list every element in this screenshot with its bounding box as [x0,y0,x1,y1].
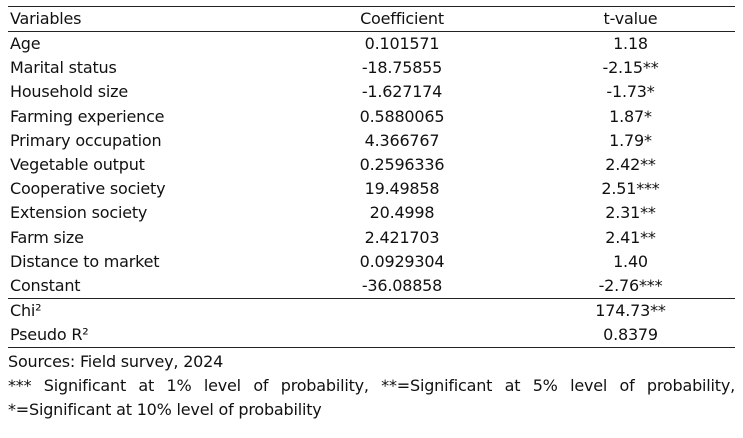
t-value: 1.18 [613,34,648,54]
variable-name: Distance to market [10,251,160,271]
table-row: Marital status -18.75855 -2.15** [8,56,735,80]
t-value: -1.73* [606,82,655,102]
t-value: 1.87* [609,106,652,126]
stat-value: 174.73** [595,301,666,321]
coefficient-value: -18.75855 [361,58,443,78]
stat-row-chi-square: Chi² 174.73** [8,299,735,324]
t-value: 1.40 [613,251,648,271]
coefficient-value: 20.4998 [369,203,435,223]
coefficient-value: 0.0929304 [359,251,445,271]
variable-name: Farming experience [10,106,165,126]
coefficient-value: -36.08858 [278,273,526,300]
variable-name: Extension society [10,203,148,223]
t-value: 2.42** [605,155,656,175]
stat-row-pseudo-r2: Pseudo R² 0.8379 [8,323,735,349]
variable-name: Household size [10,82,128,102]
table-row: Constant -36.08858 -2.76*** [8,273,735,300]
table-row: Vegetable output 0.2596336 2.42** [8,153,735,177]
table-row: Household size -1.627174 -1.73* [8,80,735,104]
coefficient-value: 0.101571 [364,34,440,54]
stat-label: Chi² [10,301,42,321]
t-value: -2.15** [602,58,659,78]
t-value: 1.79* [609,130,652,150]
t-value: 2.41** [605,227,656,247]
table-notes: Sources: Field survey, 2024 *** Signific… [8,350,735,422]
header-variables: Variables [8,6,278,32]
variable-name: Primary occupation [10,130,162,150]
coefficient-value: 4.366767 [364,130,440,150]
significance-note-line1: *** Significant at 1% level of probabili… [8,376,735,396]
variable-name: Cooperative society [10,179,166,199]
coefficient-value: 0.2596336 [359,155,445,175]
variable-name: Farm size [10,227,84,247]
results-table: Variables Coefficient t-value Age 0.1015… [8,6,735,349]
table-row: Distance to market 0.0929304 1.40 [8,250,735,274]
variable-name: Constant [8,273,278,300]
stat-label: Pseudo R² [8,323,278,349]
coefficient-value: 2.421703 [364,227,440,247]
variable-name: Age [10,34,41,54]
table-row: Extension society 20.4998 2.31** [8,201,735,225]
source-note: Sources: Field survey, 2024 [8,352,224,372]
stat-empty-cell [278,299,526,324]
coefficient-value: -1.627174 [361,82,443,102]
t-value: -2.76*** [526,273,735,300]
t-value: 2.51*** [601,179,660,199]
variable-name: Vegetable output [10,155,145,175]
coefficient-value: 0.5880065 [359,106,445,126]
table-header-row: Variables Coefficient t-value [8,6,735,32]
table-row: Age 0.101571 1.18 [8,32,735,57]
stat-value: 0.8379 [526,323,735,349]
table-row: Primary occupation 4.366767 1.79* [8,129,735,153]
header-t-value: t-value [526,6,735,32]
regression-results: Variables Coefficient t-value Age 0.1015… [8,6,735,422]
header-coefficient: Coefficient [278,6,526,32]
t-value: 2.31** [605,203,656,223]
table-row: Farm size 2.421703 2.41** [8,226,735,250]
table-row: Farming experience 0.5880065 1.87* [8,105,735,129]
coefficient-value: 19.49858 [364,179,440,199]
table-row: Cooperative society 19.49858 2.51*** [8,177,735,201]
significance-note-line2: *=Significant at 10% level of probabilit… [8,400,322,420]
stat-empty-cell [278,323,526,349]
variable-name: Marital status [10,58,117,78]
